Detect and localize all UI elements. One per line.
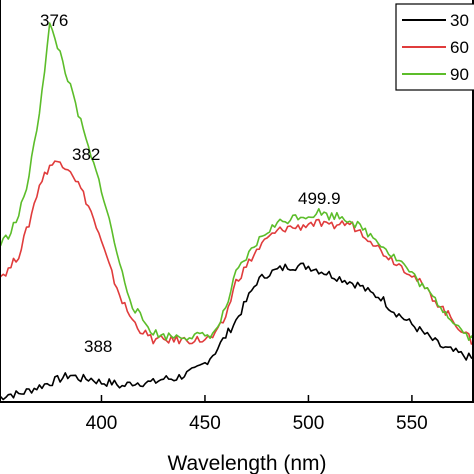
x-tick-label: 400 <box>86 413 118 434</box>
series-line-90 <box>0 22 474 342</box>
series-line-60 <box>0 160 474 345</box>
annotation-label: 388 <box>84 337 112 356</box>
plot-lines <box>0 22 474 401</box>
series-line-30 <box>0 262 474 401</box>
x-axis-ticks: 400 450 500 550 <box>86 395 428 434</box>
legend-label-30: 30 <box>450 11 469 30</box>
plot-frame <box>0 0 474 403</box>
x-tick-label: 450 <box>189 413 221 434</box>
x-axis-label: Wavelength (nm) <box>167 452 326 474</box>
annotation-label: 382 <box>72 145 100 164</box>
annotation-label: 376 <box>40 11 68 30</box>
annotation-label: 499.9 <box>298 189 341 208</box>
x-tick-label: 550 <box>396 413 428 434</box>
legend: 30 60 90 <box>395 3 474 91</box>
annotations: 376 382 499.9 388 <box>40 11 341 356</box>
legend-label-90: 90 <box>450 65 469 84</box>
legend-label-60: 60 <box>450 38 469 57</box>
x-tick-label: 500 <box>293 413 325 434</box>
